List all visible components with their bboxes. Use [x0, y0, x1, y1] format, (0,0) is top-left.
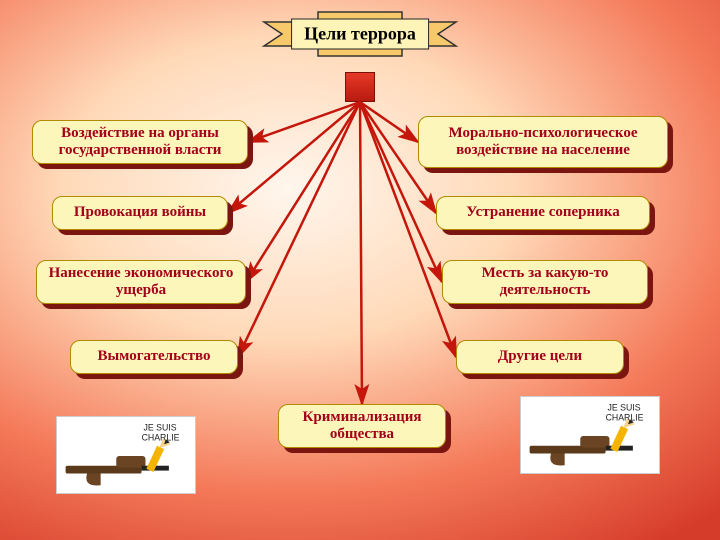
charlie-caption-right: JE SUIS [608, 403, 641, 413]
goal-box-b4: Устранение соперника [436, 196, 650, 230]
title-ribbon: Цели террора [258, 10, 462, 58]
image-charlie-left: JE SUIS CHARLIE [56, 416, 196, 494]
source-node [345, 72, 375, 102]
goal-box-b5: Нанесение экономического ущерба [36, 260, 246, 304]
charlie-caption-left: JE SUIS [144, 423, 177, 433]
goal-box-b7: Вымогательство [70, 340, 238, 374]
image-charlie-right: JE SUIS CHARLIE [520, 396, 660, 474]
goal-box-b6: Месть за какую-то деятельность [442, 260, 648, 304]
goal-box-b8: Другие цели [456, 340, 624, 374]
svg-text:CHARLIE: CHARLIE [142, 432, 180, 442]
svg-text:CHARLIE: CHARLIE [606, 412, 644, 422]
goal-box-b3: Провокация войны [52, 196, 228, 230]
title-label: Цели террора [291, 19, 429, 50]
goal-box-b2: Морально-психологическое воздействие на … [418, 116, 668, 168]
goal-box-b9: Криминализация общества [278, 404, 446, 448]
goal-box-b1: Воздействие на органы государственной вл… [32, 120, 248, 164]
